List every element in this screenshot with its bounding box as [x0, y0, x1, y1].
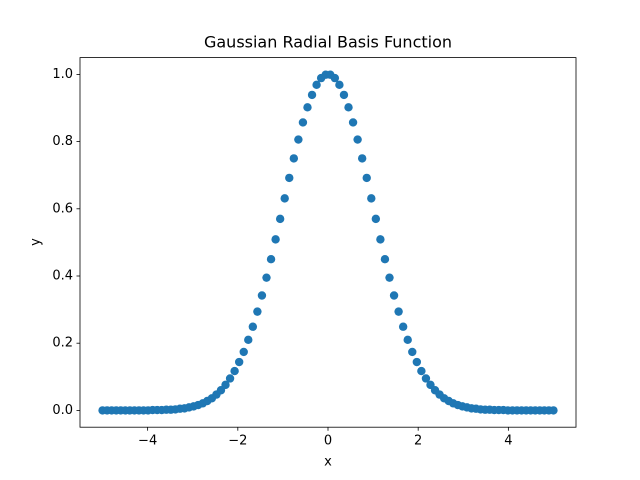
point — [234, 357, 244, 367]
point — [367, 194, 376, 203]
point — [362, 173, 371, 183]
point — [225, 374, 235, 383]
x-tick-label: 2 — [414, 434, 422, 449]
point — [271, 235, 280, 244]
point — [221, 380, 230, 390]
point — [257, 291, 267, 300]
point — [417, 366, 426, 376]
point — [248, 322, 258, 331]
point — [275, 214, 285, 224]
point — [389, 291, 399, 300]
point — [339, 90, 349, 100]
point — [398, 322, 408, 331]
point — [385, 273, 394, 282]
point — [307, 90, 317, 100]
point — [380, 255, 390, 264]
point — [253, 307, 262, 316]
point — [312, 80, 321, 90]
point — [303, 103, 312, 112]
point — [294, 135, 303, 144]
y-tick-label: 0.8 — [52, 134, 73, 149]
point — [353, 135, 362, 144]
point — [298, 118, 308, 127]
point — [244, 335, 253, 345]
y-tick-label: 0.6 — [52, 201, 73, 216]
point — [335, 80, 344, 90]
point — [262, 273, 271, 282]
point — [421, 374, 431, 383]
point — [357, 154, 367, 163]
point — [330, 73, 340, 83]
point — [549, 406, 558, 415]
point — [403, 335, 412, 345]
point — [376, 235, 385, 244]
point — [371, 214, 381, 224]
y-tick-label: 0.2 — [52, 336, 73, 351]
y-tick-label: 1.0 — [52, 67, 73, 82]
point — [280, 194, 289, 203]
point — [239, 347, 248, 357]
point — [266, 255, 276, 264]
y-tick-label: 0.0 — [52, 403, 73, 418]
chart-title: Gaussian Radial Basis Function — [204, 33, 452, 52]
point — [289, 154, 299, 163]
x-tick-label: −2 — [228, 434, 247, 449]
point — [285, 173, 294, 183]
point — [344, 103, 353, 112]
plot-frame — [79, 57, 577, 428]
x-tick-label: 4 — [504, 434, 512, 449]
x-tick-label: −4 — [138, 434, 157, 449]
point — [412, 357, 422, 367]
point — [394, 307, 403, 316]
point — [348, 118, 358, 127]
y-axis-label: y — [29, 238, 44, 246]
point — [230, 366, 239, 376]
point — [408, 347, 417, 357]
x-tick-label: 0 — [324, 434, 332, 449]
y-tick-label: 0.4 — [52, 269, 73, 284]
x-axis-label: x — [324, 455, 332, 470]
